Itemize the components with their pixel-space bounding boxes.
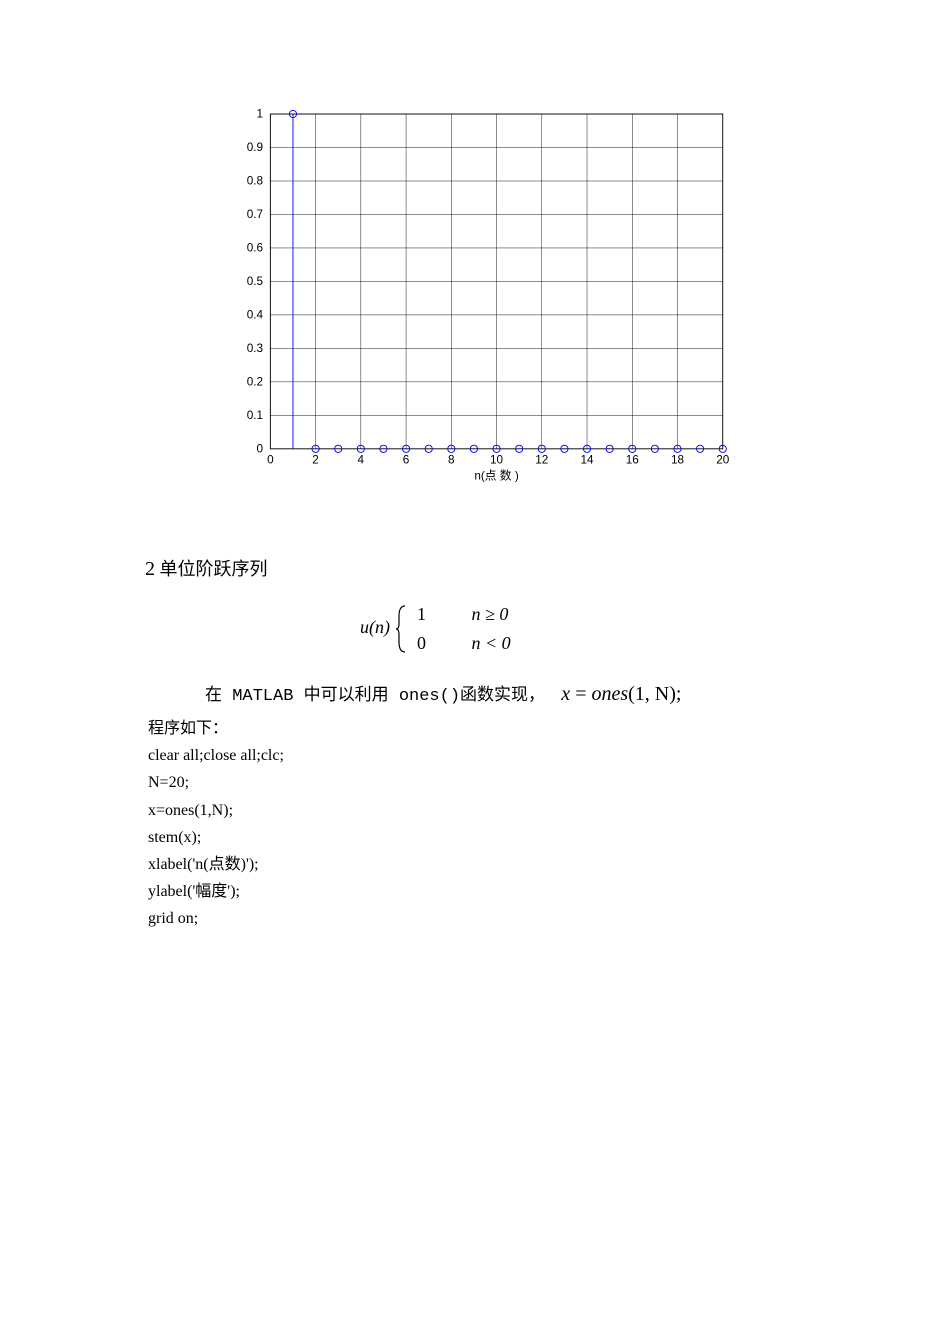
text-func: ones()	[389, 687, 460, 706]
svg-text:14: 14	[580, 453, 594, 466]
svg-text:0: 0	[257, 442, 264, 455]
svg-text:0.4: 0.4	[247, 309, 264, 322]
section-number: 2	[145, 558, 155, 580]
stem-chart: 0 2 4 6 8 10 12 14 16 18 20 0 0.1 0.2 0.3 0.4 0.5 0.6 0.7 0…	[225, 105, 750, 485]
code-line: ylabel('幅度');	[148, 878, 284, 905]
expr-rhs: ones	[591, 683, 628, 705]
expr-eq: =	[570, 683, 591, 705]
svg-text:8: 8	[448, 453, 455, 466]
formula-piecewise: u(n) 1 n ≥ 0 0 n < 0	[360, 600, 511, 658]
formula-cases: 1 n ≥ 0 0 n < 0	[417, 600, 511, 658]
left-brace-icon	[395, 604, 409, 654]
code-line: xlabel('n(点数)');	[148, 851, 284, 878]
case2-value: 0	[417, 629, 447, 658]
inline-formula: x = ones(1, N);	[561, 683, 681, 705]
svg-text:0.2: 0.2	[247, 375, 263, 388]
section-heading: 2 单位阶跃序列	[145, 555, 268, 581]
svg-text:0.9: 0.9	[247, 141, 263, 154]
svg-text:6: 6	[403, 453, 410, 466]
svg-text:0: 0	[267, 453, 274, 466]
svg-text:0.8: 0.8	[247, 175, 264, 188]
case2-cond: n < 0	[472, 629, 511, 658]
code-line: stem(x);	[148, 824, 284, 851]
svg-text:n(点 数 ): n(点 数 )	[474, 469, 518, 483]
svg-text:0.6: 0.6	[247, 242, 264, 255]
matlab-description: 在 MATLAB 中可以利用 ones()函数实现， x = ones(1, N…	[205, 680, 681, 706]
svg-text:1: 1	[257, 108, 264, 121]
code-line: x=ones(1,N);	[148, 797, 284, 824]
text-suffix: 函数实现，	[460, 685, 545, 704]
case1-value: 1	[417, 600, 447, 629]
expr-args: (1, N);	[628, 683, 681, 705]
svg-text:0.3: 0.3	[247, 342, 264, 355]
text-mid: 中可以利用	[304, 685, 389, 704]
svg-text:0.7: 0.7	[247, 208, 263, 221]
svg-text:10: 10	[490, 453, 504, 466]
case1-cond: n ≥ 0	[472, 600, 509, 629]
svg-text:16: 16	[626, 453, 640, 466]
svg-text:20: 20	[716, 453, 730, 466]
svg-text:18: 18	[671, 453, 685, 466]
text-prefix: 在	[205, 685, 222, 704]
code-header: 程序如下：	[148, 715, 284, 742]
expr-lhs: x	[561, 683, 570, 705]
code-line: grid on;	[148, 905, 284, 932]
svg-text:2: 2	[312, 453, 319, 466]
text-matlab: MATLAB	[222, 687, 304, 706]
section-title: 单位阶跃序列	[160, 559, 268, 579]
code-line: N=20;	[148, 769, 284, 796]
svg-text:0.5: 0.5	[247, 275, 264, 288]
svg-text:0.1: 0.1	[247, 409, 263, 422]
svg-text:12: 12	[535, 453, 548, 466]
formula-func: u(n)	[360, 617, 390, 637]
svg-text:4: 4	[358, 453, 365, 466]
code-block: 程序如下： clear all;close all;clc;N=20;x=one…	[148, 715, 284, 933]
code-line: clear all;close all;clc;	[148, 742, 284, 769]
chart-svg: 0 2 4 6 8 10 12 14 16 18 20 0 0.1 0.2 0.3 0.4 0.5 0.6 0.7 0…	[225, 105, 750, 485]
